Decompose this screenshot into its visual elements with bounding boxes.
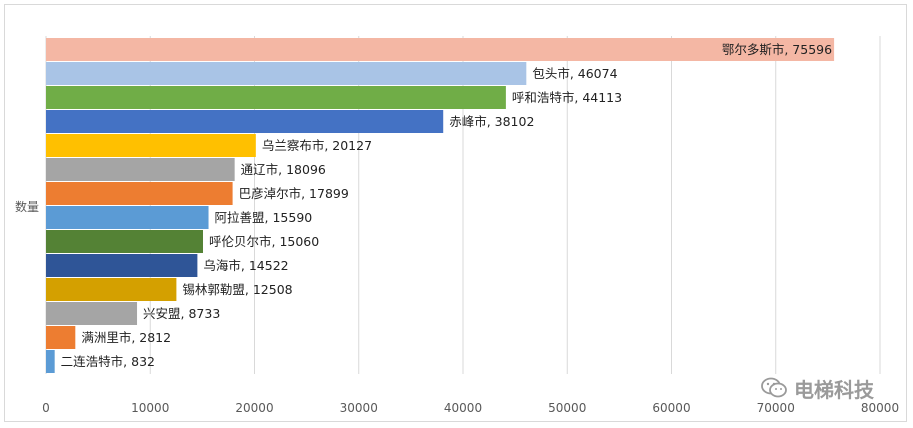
- x-tick-label: 40000: [444, 401, 482, 415]
- data-label: 二连浩特市, 832: [61, 354, 155, 369]
- bar: [46, 302, 138, 325]
- data-label: 包头市, 46074: [532, 66, 617, 81]
- bar: [46, 134, 256, 157]
- x-tick-label: 80000: [861, 401, 899, 415]
- data-label: 鄂尔多斯市, 75596: [722, 42, 832, 57]
- bar: [46, 350, 55, 373]
- data-label: 锡林郭勒盟, 12508: [182, 282, 292, 297]
- data-label: 通辽市, 18096: [241, 162, 326, 177]
- data-label: 赤峰市, 38102: [449, 114, 534, 129]
- y-axis-title: 数量: [15, 199, 39, 214]
- bars: 鄂尔多斯市, 75596 包头市, 46074 呼和浩特市, 44113 赤峰市, 3…: [46, 38, 835, 373]
- wechat-icon: [761, 377, 787, 398]
- bar: [46, 230, 204, 253]
- bar: [46, 182, 233, 205]
- x-tick-label: 0: [42, 401, 50, 415]
- data-label: 阿拉善盟, 15590: [215, 210, 313, 225]
- bar: [46, 206, 209, 229]
- data-label: 乌海市, 14522: [203, 258, 288, 273]
- x-axis-ticks: 0 10000 20000 30000 40000 50000 60000 70000 8000…: [42, 401, 899, 415]
- bar: [46, 158, 235, 181]
- data-label: 乌兰察布市, 20127: [262, 138, 372, 153]
- bar: [46, 38, 835, 61]
- x-tick-label: 50000: [548, 401, 586, 415]
- x-tick-label: 20000: [235, 401, 273, 415]
- watermark: 电梯科技: [760, 374, 874, 402]
- bar: [46, 86, 506, 109]
- data-label: 呼和浩特市, 44113: [512, 90, 622, 105]
- x-tick-label: 70000: [757, 401, 795, 415]
- bar: [46, 278, 177, 301]
- x-tick-label: 60000: [652, 401, 690, 415]
- bar: [46, 110, 444, 133]
- data-label: 巴彦淖尔市, 17899: [239, 186, 349, 201]
- data-label: 呼伦贝尔市, 15060: [209, 234, 319, 249]
- data-label: 兴安盟, 8733: [143, 306, 220, 321]
- bar: [46, 254, 198, 277]
- x-tick-label: 30000: [340, 401, 378, 415]
- bar: [46, 326, 76, 349]
- watermark-text: 电梯科技: [794, 377, 874, 402]
- x-tick-label: 10000: [131, 401, 169, 415]
- bar: [46, 62, 527, 85]
- data-label: 满洲里市, 2812: [81, 330, 171, 345]
